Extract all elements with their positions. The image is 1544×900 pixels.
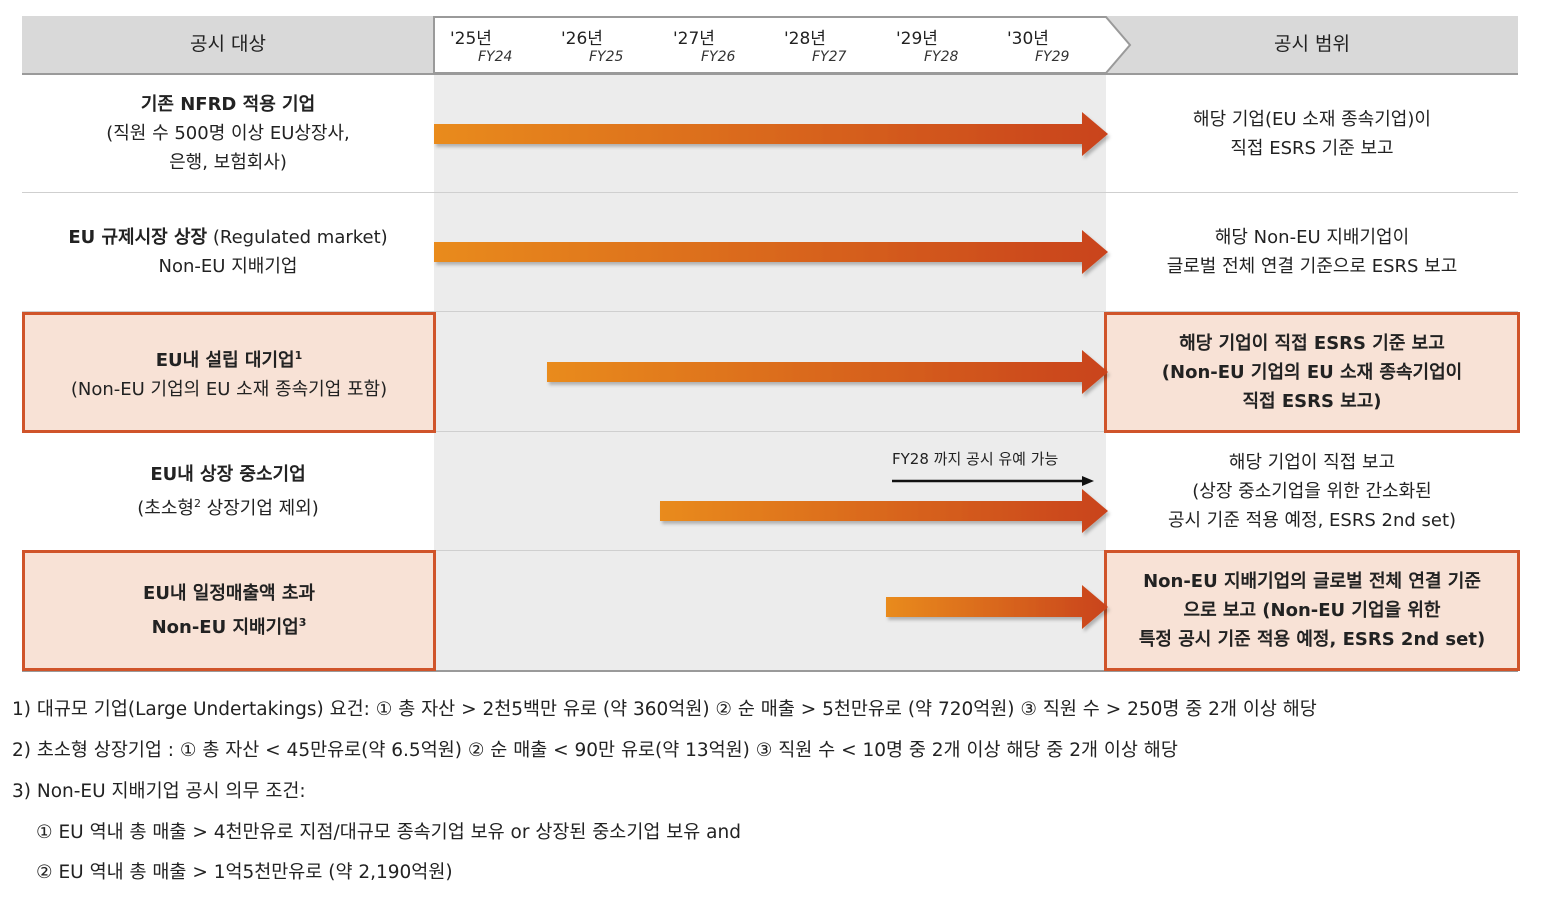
- target-title: EU 규제시장 상장: [68, 227, 208, 248]
- scope-text: 해당 기업이 직접 보고: [1228, 451, 1396, 473]
- fy-label: FY28: [924, 49, 959, 65]
- scope-cell-nfrd: 해당 기업(EU 소재 종속기업)이 직접 ESRS 기준 보고: [1106, 75, 1518, 192]
- scope-cell-eu-large: 해당 기업이 직접 ESRS 기준 보고 (Non-EU 기업의 EU 소재 종…: [1104, 312, 1520, 433]
- deferral-note: FY28 까지 공시 유예 가능: [892, 450, 1059, 468]
- year-label: '28년: [784, 29, 826, 49]
- scope-text: (Non-EU 기업의 EU 소재 종속기업이: [1161, 362, 1463, 383]
- row-divider: [22, 311, 1518, 312]
- timeline-arrow: [547, 350, 1108, 394]
- footnote-3-condition-1: ① EU 역내 총 매출 > 4천만유로 지점/대규모 종속기업 보유 or 상…: [36, 822, 741, 843]
- target-cell-eu-sme: EU내 상장 중소기업 (초소형2 상장기업 제외): [22, 432, 434, 550]
- target-desc: 상장기업 제외): [200, 497, 319, 519]
- year-label: '25년: [450, 29, 492, 49]
- scope-text: 직접 ESRS 보고): [1242, 391, 1382, 412]
- footnote-2: 2) 초소형 상장기업 : ① 총 자산 < 45만유로(약 6.5억원) ② …: [12, 740, 1178, 761]
- timeline-arrow: [660, 489, 1108, 533]
- target-desc: (Regulated market): [207, 227, 388, 248]
- target-cell-eu-large: EU내 설립 대기업1 (Non-EU 기업의 EU 소재 종속기업 포함): [22, 312, 436, 433]
- footnote-ref: 3: [298, 616, 307, 629]
- target-title: EU내 설립 대기업: [155, 350, 295, 371]
- scope-text: (상장 중소기업을 위한 간소화된: [1192, 480, 1432, 502]
- header-disclosure-scope: 공시 범위: [1274, 33, 1350, 55]
- fy-label: FY24: [478, 49, 513, 65]
- footnote-ref: 1: [294, 349, 303, 362]
- scope-cell-eu-sme: 해당 기업이 직접 보고 (상장 중소기업을 위한 간소화된 공시 기준 적용 …: [1106, 432, 1518, 550]
- target-title: EU내 일정매출액 초과: [143, 583, 315, 604]
- row-divider: [22, 192, 1518, 193]
- year-label: '26년: [561, 29, 603, 49]
- timeline-chevron-header: [433, 16, 1132, 74]
- target-desc: Non-EU 지배기업: [158, 256, 298, 277]
- target-title: EU내 상장 중소기업: [150, 463, 306, 485]
- year-label: '27년: [673, 29, 715, 49]
- target-title: Non-EU 지배기업: [151, 617, 299, 638]
- scope-text: 글로벌 전체 연결 기준으로 ESRS 보고: [1166, 256, 1458, 277]
- year-label: '30년: [1007, 29, 1049, 49]
- fy-label: FY26: [701, 49, 736, 65]
- target-desc: (초소형: [137, 497, 194, 519]
- scope-text: 특정 공시 기준 적용 예정, ESRS 2nd set): [1138, 629, 1486, 650]
- row-divider: [22, 431, 1518, 432]
- table-bottom-border: [22, 670, 1518, 672]
- fy-label: FY27: [812, 49, 847, 65]
- target-desc: 은행, 보험회사): [169, 152, 287, 173]
- footnote-1: 1) 대규모 기업(Large Undertakings) 요건: ① 총 자산…: [12, 699, 1317, 720]
- scope-text: 으로 보고 (Non-EU 기업을 위한: [1183, 600, 1441, 621]
- scope-text: 직접 ESRS 기준 보고: [1230, 137, 1394, 159]
- target-desc: (직원 수 500명 이상 EU상장사,: [106, 123, 350, 144]
- scope-text: Non-EU 지배기업의 글로벌 전체 연결 기준: [1143, 571, 1481, 592]
- row-divider: [22, 550, 1518, 551]
- scope-text: 해당 Non-EU 지배기업이: [1214, 227, 1410, 248]
- scope-text: 공시 기준 적용 예정, ESRS 2nd set): [1167, 509, 1457, 531]
- fy-label: FY29: [1035, 49, 1070, 65]
- scope-text: 해당 기업이 직접 ESRS 기준 보고: [1179, 333, 1445, 354]
- scope-cell-non-eu-parent: Non-EU 지배기업의 글로벌 전체 연결 기준 으로 보고 (Non-EU …: [1104, 550, 1520, 671]
- header-disclosure-target: 공시 대상: [190, 33, 266, 55]
- footnote-3: 3) Non-EU 지배기업 공시 의무 조건:: [12, 781, 306, 802]
- target-cell-regulated-market: EU 규제시장 상장 (Regulated market) Non-EU 지배기…: [22, 193, 434, 311]
- fy-label: FY25: [589, 49, 624, 65]
- target-cell-nfrd: 기존 NFRD 적용 기업 (직원 수 500명 이상 EU상장사, 은행, 보…: [22, 75, 434, 192]
- target-cell-non-eu-parent: EU내 일정매출액 초과 Non-EU 지배기업3: [22, 550, 436, 671]
- footnote-3-condition-2: ② EU 역내 총 매출 > 1억5천만유로 (약 2,190억원): [36, 862, 453, 883]
- year-label: '29년: [896, 29, 938, 49]
- footnote-ref: 2: [193, 496, 201, 510]
- timeline-arrow: [886, 585, 1108, 629]
- target-desc: (Non-EU 기업의 EU 소재 종속기업 포함): [70, 379, 388, 400]
- timeline-arrow: [434, 112, 1108, 156]
- deferral-arrow-icon: [892, 476, 1094, 486]
- scope-text: 해당 기업(EU 소재 종속기업)이: [1193, 108, 1431, 130]
- timeline-arrow: [434, 230, 1108, 274]
- target-title: 기존 NFRD 적용 기업: [140, 94, 316, 115]
- scope-cell-regulated-market: 해당 Non-EU 지배기업이 글로벌 전체 연결 기준으로 ESRS 보고: [1106, 193, 1518, 311]
- timeline-years: '25년 FY24 '26년 FY25 '27년 FY26 '28년 FY27 …: [434, 16, 1130, 73]
